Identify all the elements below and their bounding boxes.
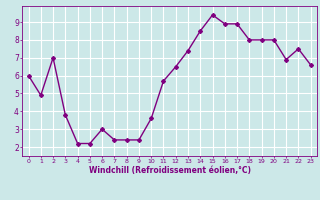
X-axis label: Windchill (Refroidissement éolien,°C): Windchill (Refroidissement éolien,°C) [89, 166, 251, 175]
